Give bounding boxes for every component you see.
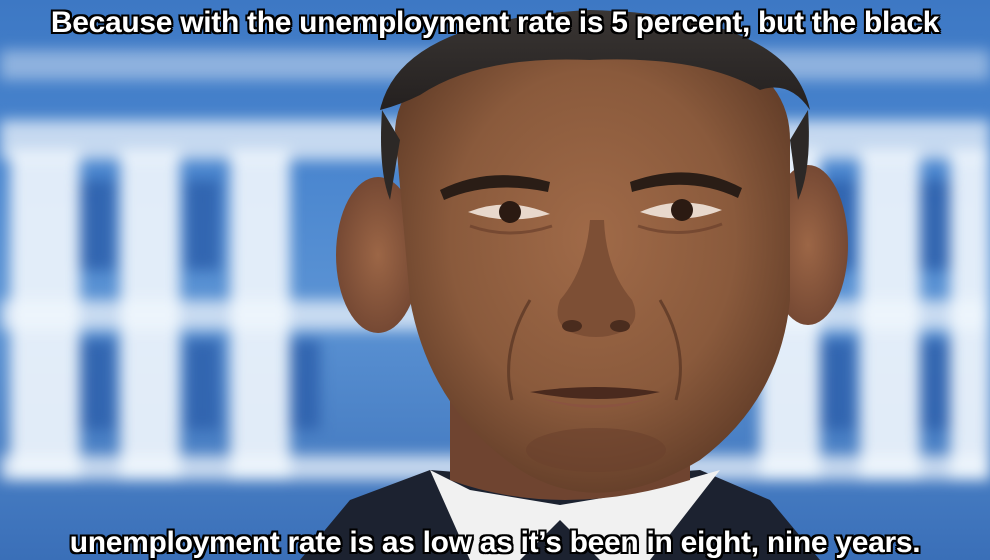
bottom-caption: unemployment rate is as low as it’s been… [69, 526, 921, 559]
left-eyebrow [440, 175, 550, 200]
right-eyebrow [630, 172, 742, 198]
top-caption: Because with the unemployment rate is 5 … [50, 6, 940, 39]
mouth [530, 387, 660, 399]
hair [380, 10, 810, 110]
nose [557, 220, 636, 337]
left-ear [336, 177, 420, 333]
shirt-collar [430, 470, 720, 560]
